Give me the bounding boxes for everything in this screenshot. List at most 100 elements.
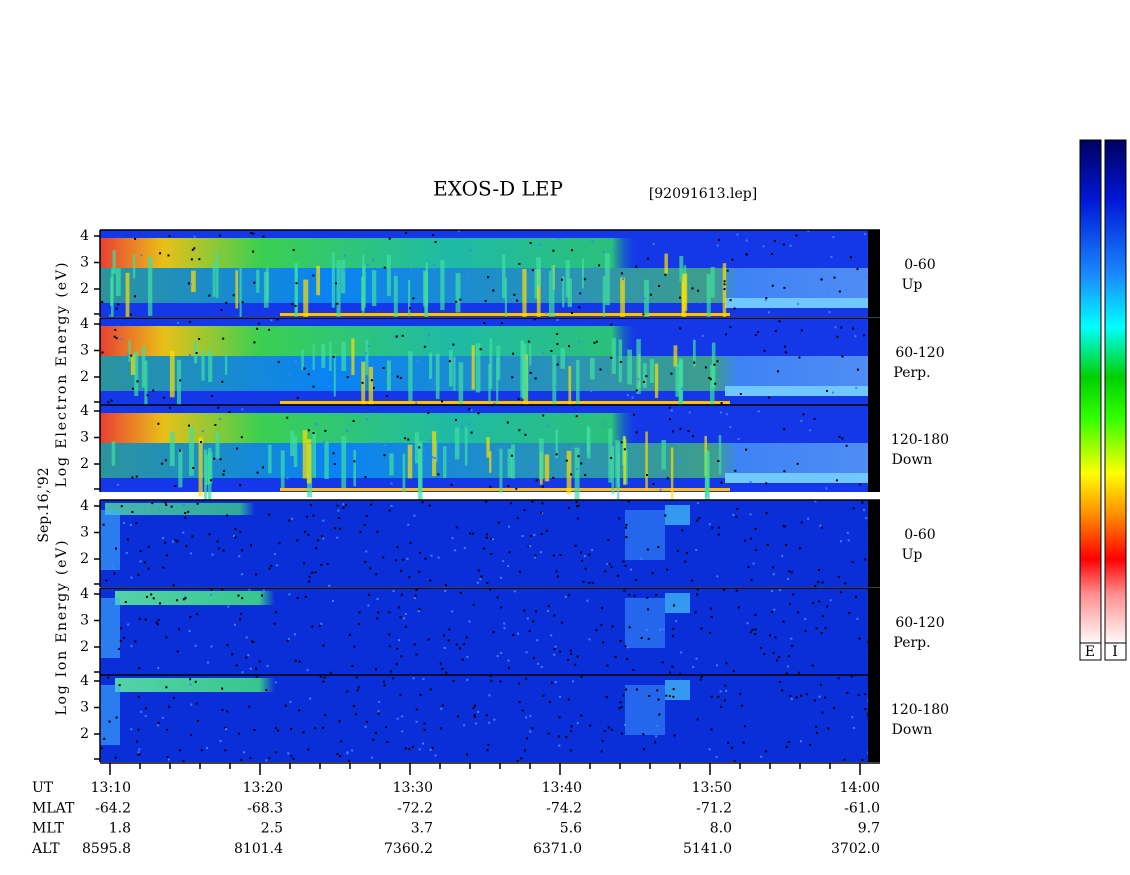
spectrogram-noise <box>290 755 293 758</box>
spectrogram-noise <box>525 651 528 654</box>
y-tick-label: 3 <box>80 613 89 629</box>
spectrogram-noise <box>423 345 426 348</box>
spectrogram-noise <box>243 751 246 754</box>
spectrogram-noise <box>310 504 313 507</box>
spectrogram-streak <box>562 276 565 308</box>
spectrogram-noise <box>404 437 407 440</box>
spectrogram-noise <box>775 659 778 662</box>
spectrogram-noise <box>736 507 739 510</box>
spectrogram-noise <box>851 716 854 719</box>
spectrogram-noise <box>847 539 850 542</box>
spectrogram-noise <box>358 623 361 626</box>
spectrogram-streak <box>620 277 625 325</box>
spectrogram-noise <box>681 529 684 532</box>
spectrogram-noise <box>386 740 389 743</box>
spectrogram-noise <box>802 413 805 416</box>
spectrogram-noise <box>134 640 137 643</box>
y-tick-label: 2 <box>80 551 89 567</box>
spectrogram-noise <box>413 643 416 646</box>
spectrogram-noise <box>766 363 769 366</box>
spectrogram-noise <box>376 617 379 620</box>
spectrogram-noise <box>577 340 580 343</box>
spectrogram-noise <box>698 517 701 520</box>
spectrogram-noise <box>670 409 673 412</box>
spectrogram-noise <box>824 627 827 630</box>
spectrogram-noise <box>455 526 458 529</box>
spectrogram-noise <box>253 728 256 731</box>
spectrogram-noise <box>195 702 198 705</box>
spectrogram-noise <box>866 641 869 644</box>
spectrogram-noise <box>827 289 830 292</box>
spectrogram-noise <box>119 627 122 630</box>
spectrogram-noise <box>258 660 261 663</box>
spectrogram-noise <box>771 284 774 287</box>
spectrogram-noise <box>140 710 143 713</box>
spectrogram-noise <box>569 649 572 652</box>
spectrogram-noise <box>304 595 307 598</box>
spectrogram-noise <box>402 617 405 620</box>
spectrogram-noise <box>576 517 579 520</box>
spectrogram-noise <box>228 411 231 414</box>
spectrogram-noise <box>679 296 682 299</box>
spectrogram-noise <box>611 379 614 382</box>
spectrogram-noise <box>275 751 278 754</box>
spectrogram-noise <box>468 423 471 426</box>
spectrogram-noise <box>276 318 279 321</box>
spectrogram-noise <box>440 707 443 710</box>
spectrogram-streak <box>361 361 366 409</box>
spectrogram-noise <box>286 639 289 642</box>
spectrogram-noise <box>754 548 757 551</box>
spectrogram-noise <box>226 710 229 713</box>
spectrogram-noise <box>619 701 622 704</box>
spectrogram-noise <box>365 514 368 517</box>
spectrogram-noise <box>838 435 841 438</box>
spectrogram-noise <box>640 636 643 639</box>
spectrogram-noise <box>575 415 578 418</box>
spectrogram-noise <box>115 307 118 310</box>
spectrogram-noise <box>130 645 133 648</box>
spectrogram-noise <box>632 668 635 671</box>
spectrogram-noise <box>469 532 472 535</box>
spectrogram-streak <box>268 444 272 474</box>
spectrogram-noise <box>376 442 379 445</box>
spectrogram-noise <box>131 387 134 390</box>
spectrogram-noise <box>760 360 763 363</box>
spectrogram-noise <box>430 554 433 557</box>
spectrogram-noise <box>291 302 294 305</box>
spectrogram-noise <box>256 327 259 330</box>
spectrogram-noise <box>542 351 545 354</box>
spectrogram-noise <box>466 655 469 658</box>
spectrogram-noise <box>699 301 702 304</box>
spectrogram-noise <box>507 565 510 568</box>
spectrogram-noise <box>767 311 770 314</box>
spectrogram-noise <box>485 714 488 717</box>
spectrogram-noise <box>648 694 651 697</box>
spectrogram-noise <box>415 720 418 723</box>
spectrogram-noise <box>100 643 103 646</box>
spectrogram-noise <box>709 378 712 381</box>
spectrogram-noise <box>555 570 558 573</box>
spectrogram-noise <box>714 382 717 385</box>
spectrogram-noise <box>545 529 548 532</box>
spectrogram-noise <box>763 652 766 655</box>
spectrogram-noise <box>413 514 416 517</box>
spectrogram-streak <box>682 273 688 311</box>
spectrogram-noise <box>401 730 404 733</box>
spectrogram-noise <box>396 647 399 650</box>
spectrogram-noise <box>167 758 170 761</box>
spectrogram-noise <box>658 284 661 287</box>
spectrogram-streak <box>718 435 722 475</box>
spectrogram-noise <box>261 594 264 597</box>
spectrogram-noise <box>371 756 374 759</box>
spectrogram-noise <box>364 476 367 479</box>
spectrogram-noise <box>541 512 544 515</box>
spectrogram-noise <box>486 749 489 752</box>
spectrogram-noise <box>108 314 111 317</box>
spectrogram-streak <box>654 363 659 398</box>
spectrogram-noise <box>135 475 138 478</box>
spectrogram-noise <box>159 602 162 605</box>
spectrogram-noise <box>827 727 830 730</box>
spectrogram-noise <box>394 272 397 275</box>
spectrogram-noise <box>606 664 609 667</box>
spectrogram-band <box>115 591 275 605</box>
